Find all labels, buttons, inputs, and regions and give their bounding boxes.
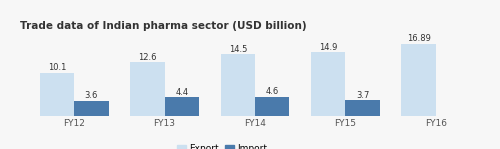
Text: 4.6: 4.6 (266, 87, 279, 96)
Bar (402, 44, 436, 116)
Text: 16.89: 16.89 (406, 34, 430, 43)
Text: 14.9: 14.9 (319, 43, 338, 52)
Bar (346, 100, 380, 116)
Text: 4.4: 4.4 (175, 88, 188, 97)
Bar (164, 97, 199, 116)
Text: Trade data of Indian pharma sector (USD billion): Trade data of Indian pharma sector (USD … (20, 21, 306, 31)
Bar (220, 54, 255, 116)
Bar (255, 97, 290, 116)
Text: 12.6: 12.6 (138, 53, 156, 62)
Text: 10.1: 10.1 (48, 63, 66, 72)
Bar (130, 62, 164, 116)
Text: 14.5: 14.5 (228, 45, 247, 53)
Text: 3.7: 3.7 (356, 91, 369, 100)
Bar (311, 52, 346, 116)
Legend: Export, Import: Export, Import (177, 144, 268, 149)
Bar (74, 101, 108, 116)
Bar (40, 73, 74, 116)
Text: 3.6: 3.6 (84, 91, 98, 100)
